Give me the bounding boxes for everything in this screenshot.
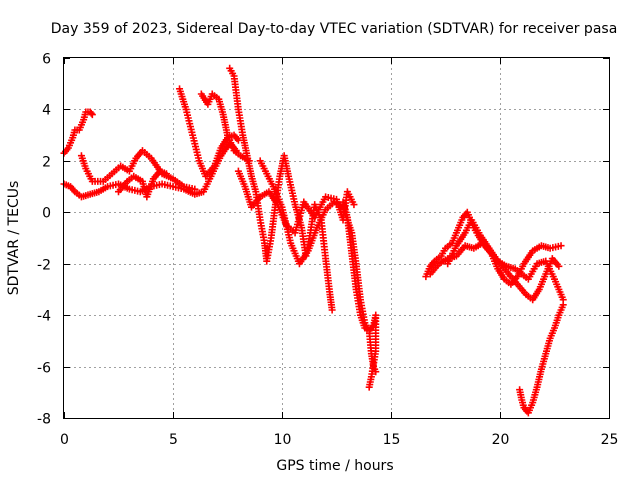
y-tick-labels: -8 -6 -4 -2 0 2 4 6 <box>37 52 51 428</box>
y-tick-label: -8 <box>37 412 51 428</box>
data-point <box>191 185 199 193</box>
series-track-13 <box>444 216 567 304</box>
x-tick-label: 5 <box>169 432 178 448</box>
data-point <box>162 170 170 178</box>
y-tick-label: 0 <box>42 206 51 222</box>
y-tick-label: -2 <box>37 258 51 274</box>
data-point <box>88 111 96 119</box>
data-point <box>555 262 563 270</box>
x-tick-label: 25 <box>601 432 619 448</box>
y-tick-label: 6 <box>42 52 51 68</box>
x-tick-labels: 0 5 10 15 20 25 <box>60 432 618 448</box>
y-tick-label: -4 <box>37 309 51 325</box>
y-tick-label: 2 <box>42 155 51 171</box>
data-point <box>350 201 358 209</box>
axis-ticks <box>64 58 610 419</box>
chart-title: Day 359 of 2023, Sidereal Day-to-day VTE… <box>51 21 618 37</box>
y-tick-label: 4 <box>42 103 51 119</box>
series-track-10 <box>339 198 380 391</box>
data-point <box>328 306 336 314</box>
series-track-9 <box>256 157 380 376</box>
y-tick-label: -6 <box>37 361 51 377</box>
x-tick-label: 10 <box>274 432 292 448</box>
series-track-14 <box>516 301 567 417</box>
grid <box>64 58 609 418</box>
plot-frame <box>63 57 610 419</box>
series-track-3 <box>77 147 199 193</box>
x-tick-label: 15 <box>383 432 401 448</box>
series-track-1 <box>60 108 96 157</box>
x-tick-label: 20 <box>492 432 510 448</box>
x-tick-label: 0 <box>60 432 69 448</box>
y-axis-label: SDTVAR / TECUs <box>6 181 22 296</box>
data-series <box>60 64 567 417</box>
series-track-11 <box>422 208 565 288</box>
data-point <box>557 242 565 250</box>
data-point <box>559 301 567 309</box>
data-point <box>87 109 95 117</box>
data-point <box>365 383 373 391</box>
x-axis-label: GPS time / hours <box>276 458 393 474</box>
series-track-4 <box>115 167 170 201</box>
